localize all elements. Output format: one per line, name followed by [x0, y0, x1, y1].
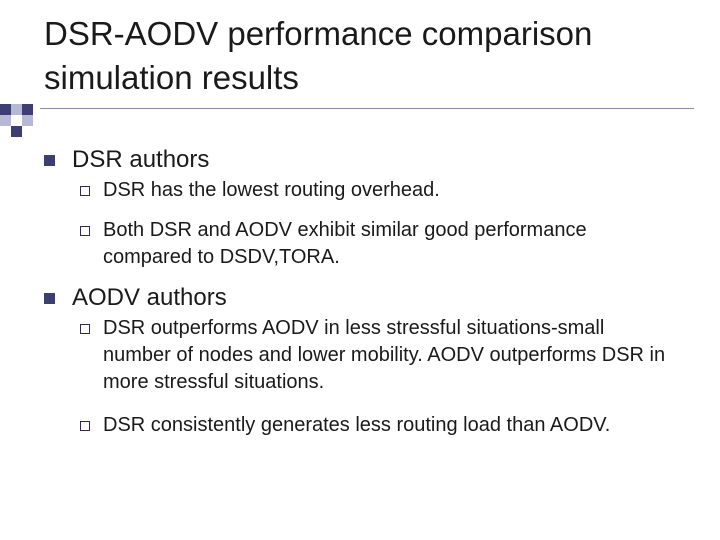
decor-square: [22, 104, 33, 115]
decor-square: [11, 104, 22, 115]
section-heading: AODV authors: [72, 284, 227, 311]
checkbox-bullet-icon: [80, 421, 90, 431]
square-bullet-icon: [44, 293, 55, 304]
checkbox-bullet-icon: [80, 226, 90, 236]
title-divider: [40, 108, 694, 109]
bullet-point: DSR outperforms AODV in less stressful s…: [103, 317, 666, 393]
decor-square: [11, 126, 22, 137]
decor-square: [0, 104, 11, 115]
bullet-point: DSR has the lowest routing overhead.: [103, 179, 440, 201]
decor-square: [22, 115, 33, 126]
decor-square: [0, 115, 11, 126]
bullet-point: DSR consistently generates less routing …: [103, 414, 611, 436]
square-bullet-icon: [44, 155, 55, 166]
slide-title: DSR-AODV performance comparison simulati…: [44, 15, 593, 96]
bullet-point: Both DSR and AODV exhibit similar good p…: [103, 219, 587, 268]
checkbox-bullet-icon: [80, 186, 90, 196]
checkbox-bullet-icon: [80, 324, 90, 334]
section-heading: DSR authors: [72, 146, 210, 173]
